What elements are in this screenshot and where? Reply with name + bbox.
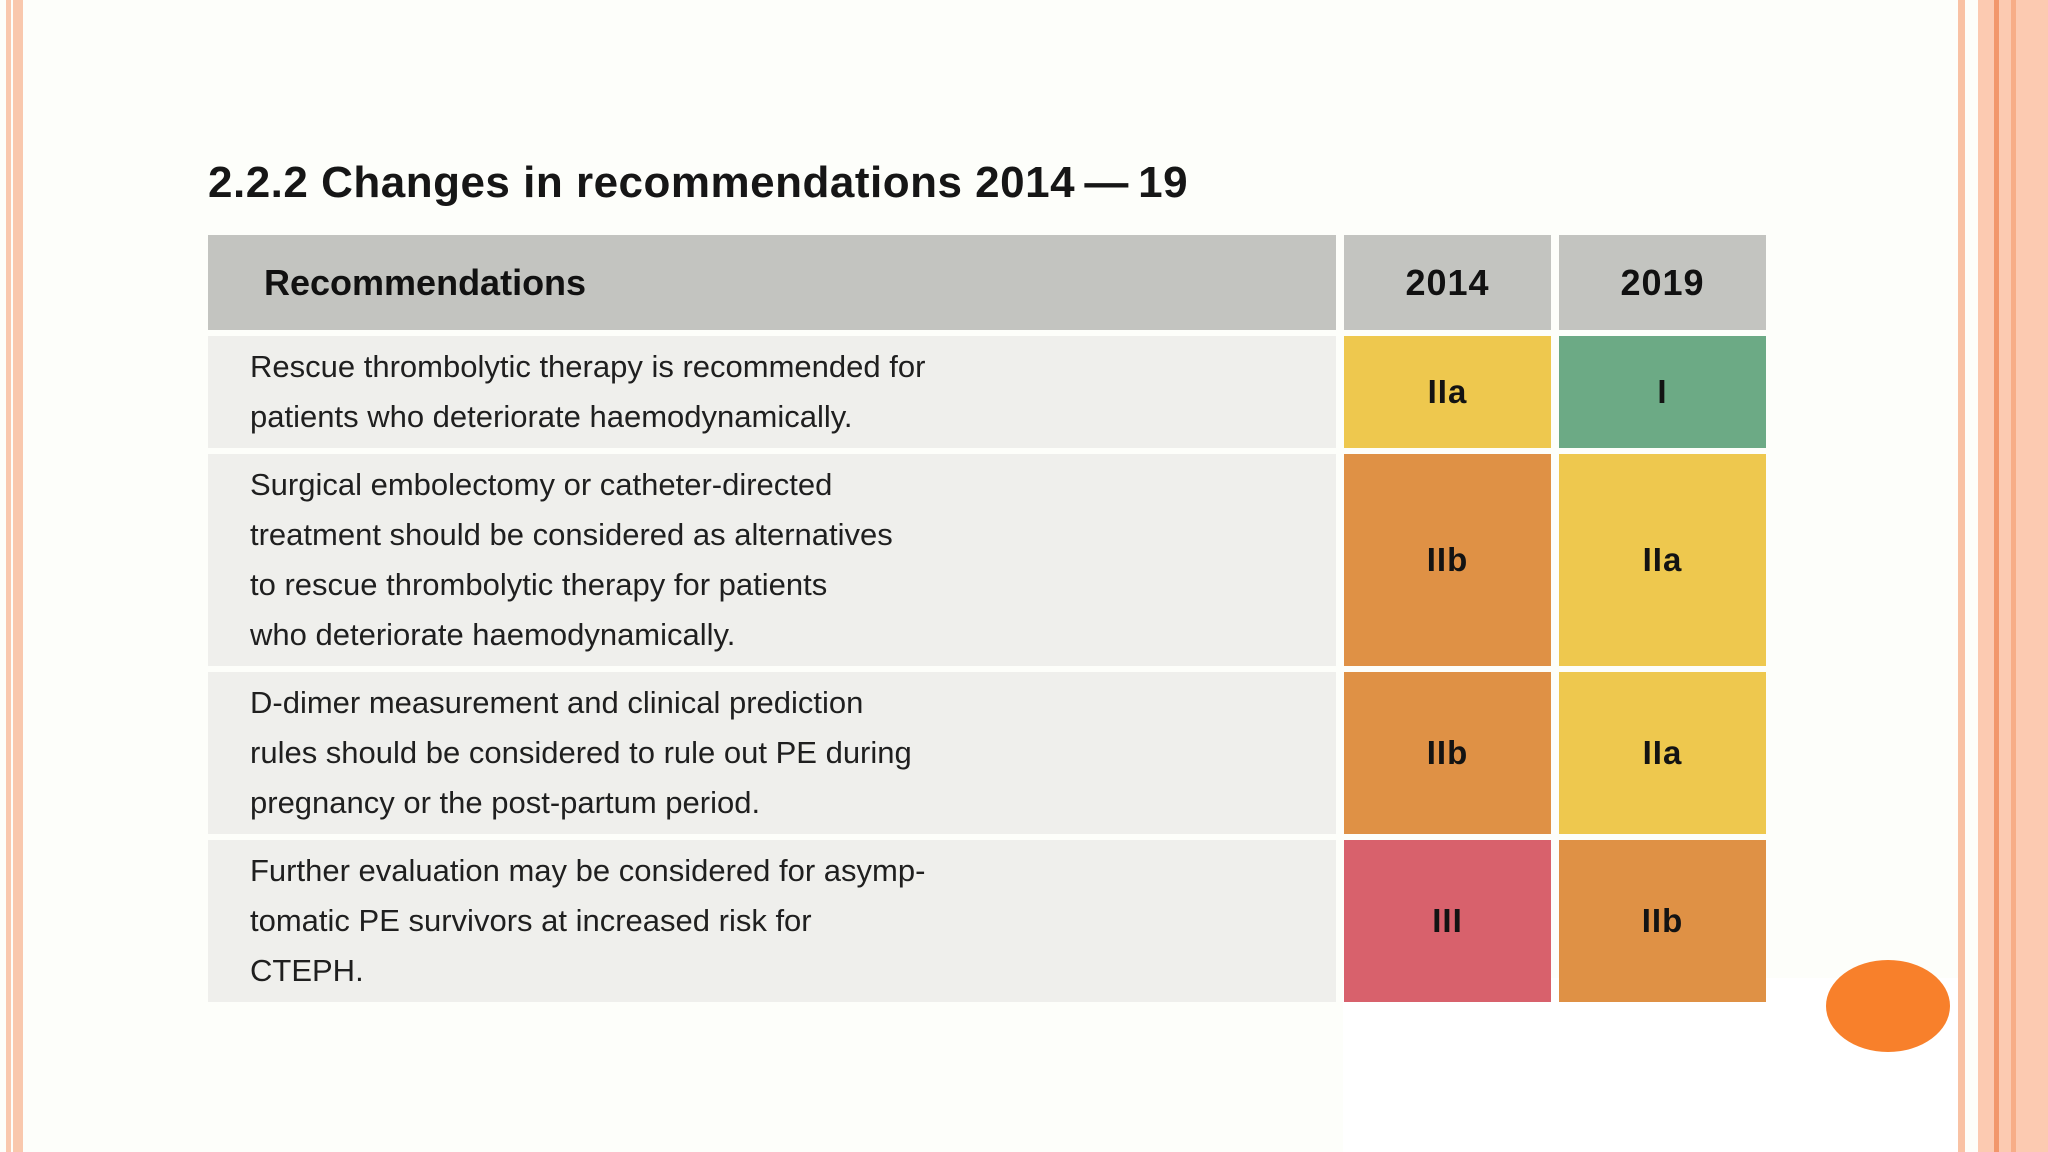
table-header-row: Recommendations 2014 2019 <box>208 235 1766 330</box>
column-header-recommendations: Recommendations <box>208 235 1336 330</box>
left-border-stripe-thin <box>6 0 11 1152</box>
right-border-line-outer <box>2011 0 2016 1152</box>
right-border-line-inner <box>1994 0 1999 1152</box>
class-2019-cell: IIa <box>1559 672 1766 834</box>
table-row: D-dimer measurement and clinical predict… <box>208 672 1766 834</box>
table-row: Further evaluation may be considered for… <box>208 840 1766 1002</box>
class-2019-cell: IIb <box>1559 840 1766 1002</box>
left-border-stripe-thick <box>13 0 23 1152</box>
right-border-band <box>1978 0 2048 1152</box>
recommendation-text: Surgical embolectomy or catheter-directe… <box>208 454 1336 666</box>
table-row: Surgical embolectomy or catheter-directe… <box>208 454 1766 666</box>
recommendation-text: Rescue thrombolytic therapy is recommend… <box>208 336 1336 448</box>
column-header-2019: 2019 <box>1559 235 1766 330</box>
class-2019-cell: IIa <box>1559 454 1766 666</box>
recommendations-table: Recommendations 2014 2019 Rescue thrombo… <box>208 235 1766 1008</box>
class-2014-cell: IIb <box>1344 672 1551 834</box>
table-body: Rescue thrombolytic therapy is recommend… <box>208 336 1766 1008</box>
class-2019-cell: I <box>1559 336 1766 448</box>
orange-ellipse-decoration <box>1826 960 1950 1052</box>
recommendation-text: Further evaluation may be considered for… <box>208 840 1336 1002</box>
slide-title: 2.2.2 Changes in recommendations 2014 — … <box>208 158 1189 207</box>
class-2014-cell: III <box>1344 840 1551 1002</box>
class-2014-cell: IIa <box>1344 336 1551 448</box>
table-row: Rescue thrombolytic therapy is recommend… <box>208 336 1766 448</box>
right-border-stripe-thin <box>1958 0 1965 1152</box>
class-2014-cell: IIb <box>1344 454 1551 666</box>
column-header-2014: 2014 <box>1344 235 1551 330</box>
recommendation-text: D-dimer measurement and clinical predict… <box>208 672 1336 834</box>
